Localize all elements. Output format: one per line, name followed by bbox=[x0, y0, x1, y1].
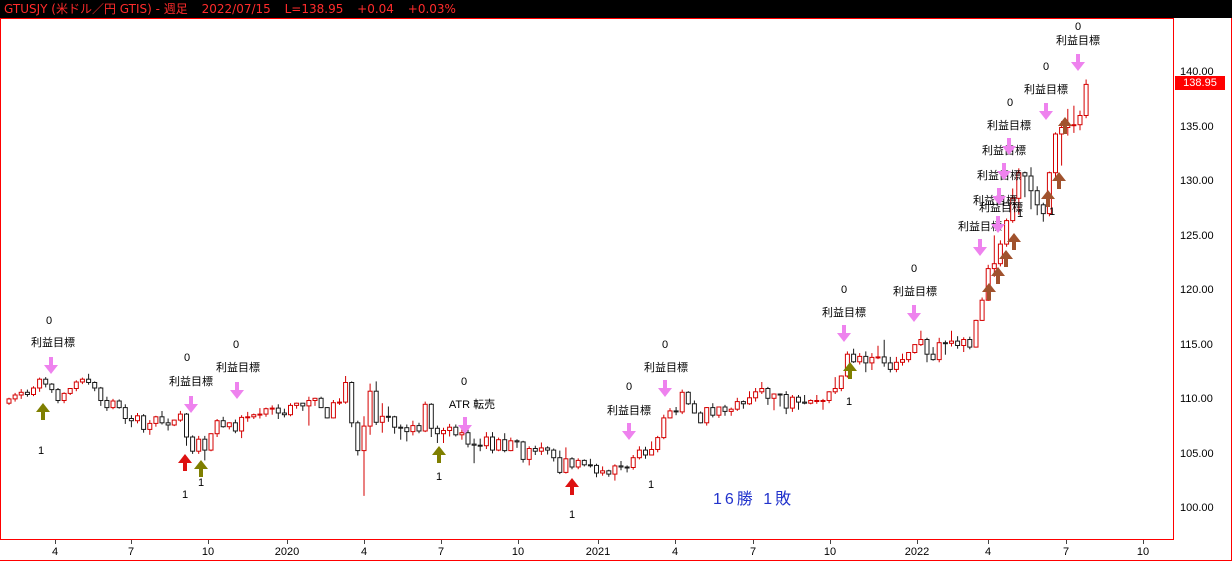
last-price-badge: 138.95 bbox=[1175, 76, 1225, 91]
price-axis[interactable]: 138.95 140.00 135.00 130.00 125.00 120.00 115… bbox=[1174, 18, 1232, 540]
title-bar: GTUSJY (米ドル／円 GTIS) - 週足 2022/07/15 L=13… bbox=[0, 0, 1232, 18]
win-loss-record: 16勝 1敗 bbox=[713, 491, 795, 508]
y-axis-label: 140.00 bbox=[1180, 66, 1214, 78]
change-text: +0.04 bbox=[357, 2, 394, 16]
x-axis-label: 4 bbox=[51, 546, 59, 558]
x-axis-label: 10 bbox=[201, 546, 215, 558]
chart-body: 0 利益目標 1 0 利益目標 1 1 0 利益目標 0 ATR 転売 1 1 0 利益目標 1 0 利益目標 0 利… bbox=[0, 18, 1232, 561]
x-axis-tick bbox=[364, 540, 365, 544]
change-pct-text: +0.03% bbox=[407, 2, 456, 16]
y-axis-label: 115.00 bbox=[1180, 338, 1213, 351]
x-axis-tick bbox=[1143, 540, 1144, 544]
last-price-text: L=138.95 bbox=[284, 2, 344, 16]
x-axis-tick bbox=[917, 540, 918, 544]
x-axis-label: 7 bbox=[437, 546, 445, 558]
x-axis-label: 4 bbox=[671, 546, 679, 558]
x-axis-tick bbox=[287, 540, 288, 544]
x-axis-tick bbox=[598, 540, 599, 544]
x-axis-tick bbox=[1066, 540, 1067, 544]
y-axis-label: 110.00 bbox=[1180, 393, 1213, 405]
chart-date: 2022/07/15 bbox=[201, 2, 271, 16]
x-axis-tick bbox=[753, 540, 754, 544]
x-axis-label: 10 bbox=[1136, 546, 1150, 558]
x-axis-tick bbox=[675, 540, 676, 544]
x-axis-tick bbox=[518, 540, 519, 544]
y-axis-label: 125.00 bbox=[1180, 229, 1214, 242]
x-axis-tick bbox=[988, 540, 989, 544]
chart-title: GTUSJY (米ドル／円 GTIS) - 週足 bbox=[4, 2, 188, 16]
candles-svg bbox=[6, 79, 1089, 496]
x-axis-label: 10 bbox=[511, 546, 525, 558]
x-axis-tick bbox=[441, 540, 442, 544]
y-axis-label: 105.00 bbox=[1180, 447, 1214, 460]
y-axis-label: 135.00 bbox=[1180, 120, 1214, 133]
x-axis-tick bbox=[830, 540, 831, 544]
x-axis-tick bbox=[131, 540, 132, 544]
x-axis-label: 4 bbox=[360, 546, 368, 558]
x-axis-label: 2020 bbox=[274, 546, 300, 558]
plot-area[interactable]: 0 利益目標 1 0 利益目標 1 1 0 利益目標 0 ATR 転売 1 1 0 利益目標 1 0 利益目標 0 利… bbox=[0, 18, 1174, 540]
x-axis-label: 7 bbox=[1062, 546, 1070, 558]
x-axis-tick bbox=[208, 540, 209, 544]
y-axis-label: 130.00 bbox=[1180, 175, 1214, 187]
y-axis-label: 100.00 bbox=[1180, 502, 1214, 514]
x-axis-label: 4 bbox=[984, 546, 992, 558]
x-axis-tick bbox=[55, 540, 56, 544]
time-axis[interactable]: 4 7 10 2020 4 7 10 2021 4 7 10 2022 4 7 10 bbox=[0, 540, 1174, 561]
x-axis-label: 7 bbox=[749, 546, 757, 558]
x-axis-label: 10 bbox=[823, 546, 837, 558]
y-axis-label: 120.00 bbox=[1180, 284, 1214, 296]
x-axis-label: 2021 bbox=[585, 546, 611, 558]
x-axis-label: 2022 bbox=[904, 546, 930, 558]
x-axis-label: 7 bbox=[127, 546, 135, 558]
